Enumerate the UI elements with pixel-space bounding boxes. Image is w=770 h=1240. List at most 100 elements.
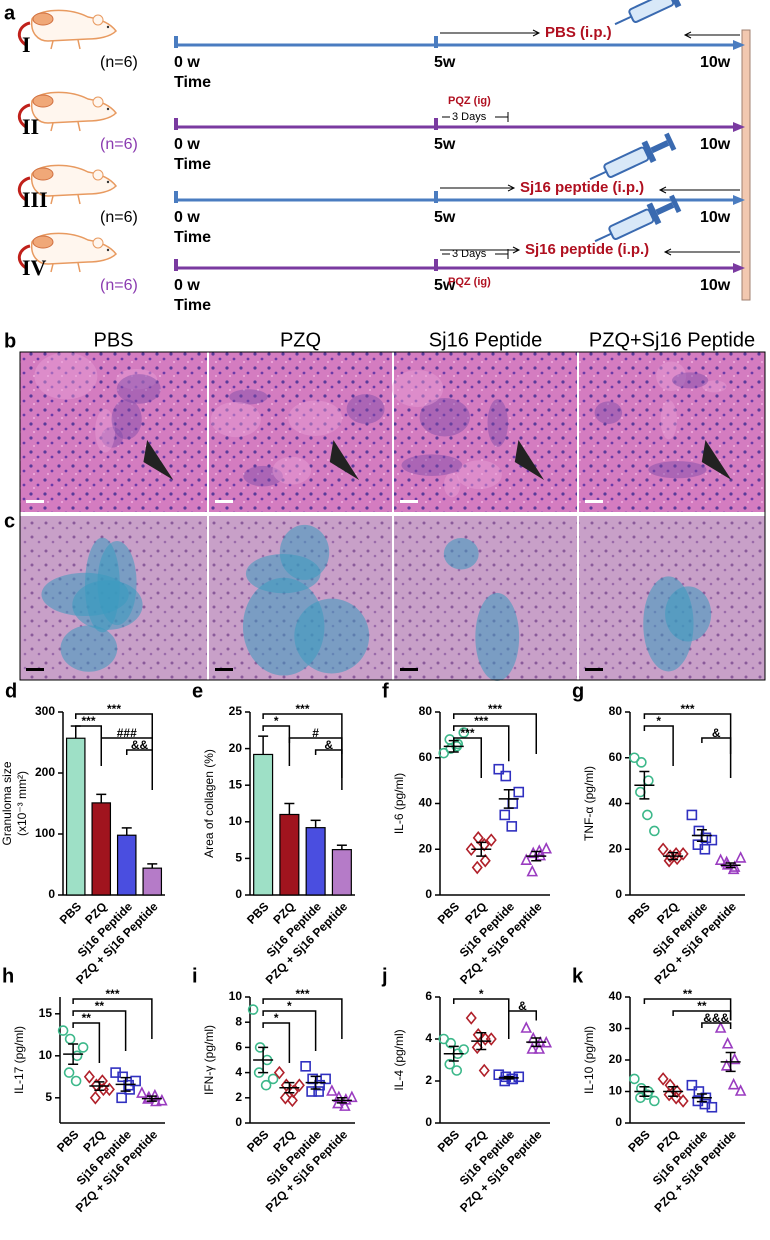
panel-label: j — [381, 965, 388, 987]
error-bar — [503, 1076, 514, 1080]
time-axis: Time — [174, 156, 211, 173]
point — [540, 841, 553, 854]
arrow-marker — [329, 440, 360, 480]
point — [471, 860, 483, 875]
significance-label: * — [274, 714, 279, 728]
he-micrograph — [209, 352, 392, 512]
point — [260, 1079, 272, 1091]
point — [279, 1091, 291, 1105]
significance-bracket — [72, 1010, 127, 1051]
point — [77, 1042, 89, 1053]
micrograph-frame — [19, 351, 766, 681]
bar — [253, 753, 274, 896]
point — [513, 786, 525, 798]
time-end: 10w — [700, 277, 731, 294]
point — [83, 1070, 95, 1084]
y-tick-label: 5 — [235, 851, 242, 865]
point — [326, 1084, 338, 1096]
error-bar — [668, 851, 679, 861]
significance-bracket — [288, 737, 343, 778]
time-mid: 5w — [434, 136, 456, 153]
point — [686, 1079, 698, 1091]
tissue-texture — [456, 460, 502, 490]
point — [485, 1032, 497, 1046]
error-bar — [310, 1075, 321, 1090]
time-end: 10w — [700, 209, 731, 226]
point — [642, 809, 653, 821]
y-tick-label: 100 — [35, 826, 55, 840]
drug: PQZ (ig) — [448, 95, 491, 107]
point — [493, 1069, 505, 1080]
x-tick-label: PBS — [435, 899, 462, 926]
micrograph-title: Sj16 Peptide — [429, 329, 542, 351]
point — [677, 847, 689, 861]
mouse — [17, 8, 118, 51]
significance-label: ** — [697, 999, 707, 1013]
significance-bracket — [453, 737, 482, 778]
arrow-head — [733, 122, 745, 132]
y-tick-label: 10 — [229, 814, 243, 828]
point — [493, 763, 505, 775]
error-bar — [448, 1045, 459, 1062]
time-start: 0 w — [174, 277, 200, 294]
point — [478, 1063, 490, 1078]
bar — [65, 737, 86, 896]
time-tick — [434, 259, 438, 271]
point — [346, 1090, 358, 1103]
error-bar — [696, 829, 707, 842]
y-axis-label: IFN-γ (pg/ml) — [202, 1025, 216, 1095]
point — [286, 1093, 298, 1108]
y-axis-label: IL-10 (pg/ml) — [582, 1026, 596, 1094]
point — [657, 842, 669, 857]
point — [699, 1098, 711, 1110]
point — [727, 862, 740, 875]
error-bar — [336, 1097, 347, 1104]
y-tick-label: 60 — [419, 750, 433, 764]
days: 3 Days — [452, 248, 487, 260]
tissue-texture — [487, 399, 509, 447]
point — [273, 1065, 285, 1080]
group-size: (n=6) — [100, 277, 138, 294]
y-axis-label: Granuloma size — [0, 761, 14, 845]
point — [506, 821, 518, 832]
scale-bar — [400, 500, 418, 503]
error-bar — [639, 1086, 650, 1097]
significance-bracket — [262, 1010, 317, 1051]
time-tick — [174, 259, 178, 271]
tissue-texture — [95, 408, 116, 453]
micrograph-title: PZQ+Sj16 Peptide — [589, 329, 755, 351]
significance-bracket — [314, 749, 343, 790]
time-mid: 5w — [434, 209, 456, 226]
interval-arrow — [663, 248, 740, 256]
point — [116, 1092, 127, 1104]
significance-label: *** — [81, 714, 95, 728]
significance-label: *** — [105, 987, 119, 1001]
point — [629, 1073, 640, 1085]
error-bar — [476, 1031, 487, 1051]
fibrosis — [279, 524, 330, 580]
arrow-marker — [143, 440, 174, 480]
x-tick-label: PBS — [244, 1127, 271, 1154]
time-axis: Time — [174, 74, 211, 91]
point — [728, 1052, 741, 1065]
significance-bracket — [701, 1022, 732, 1029]
point — [507, 798, 519, 809]
tissue-texture — [111, 399, 142, 440]
tissue-texture — [101, 426, 123, 448]
significance-label: ** — [82, 1011, 92, 1025]
he-micrograph — [394, 352, 577, 512]
fibrosis — [60, 625, 118, 672]
end-bar — [741, 29, 751, 301]
point — [649, 825, 660, 837]
point — [734, 1084, 747, 1096]
y-tick-label: 0 — [425, 1115, 432, 1129]
y-axis-label: TNF-α (pg/ml) — [582, 766, 596, 841]
point — [485, 833, 497, 847]
y-axis-label: IL-6 (pg/ml) — [392, 773, 406, 834]
error-bar — [639, 770, 650, 800]
tissue-texture — [672, 372, 709, 389]
panel-label: f — [382, 680, 389, 702]
tissue-texture — [229, 389, 268, 405]
interval-arrow — [683, 31, 740, 39]
